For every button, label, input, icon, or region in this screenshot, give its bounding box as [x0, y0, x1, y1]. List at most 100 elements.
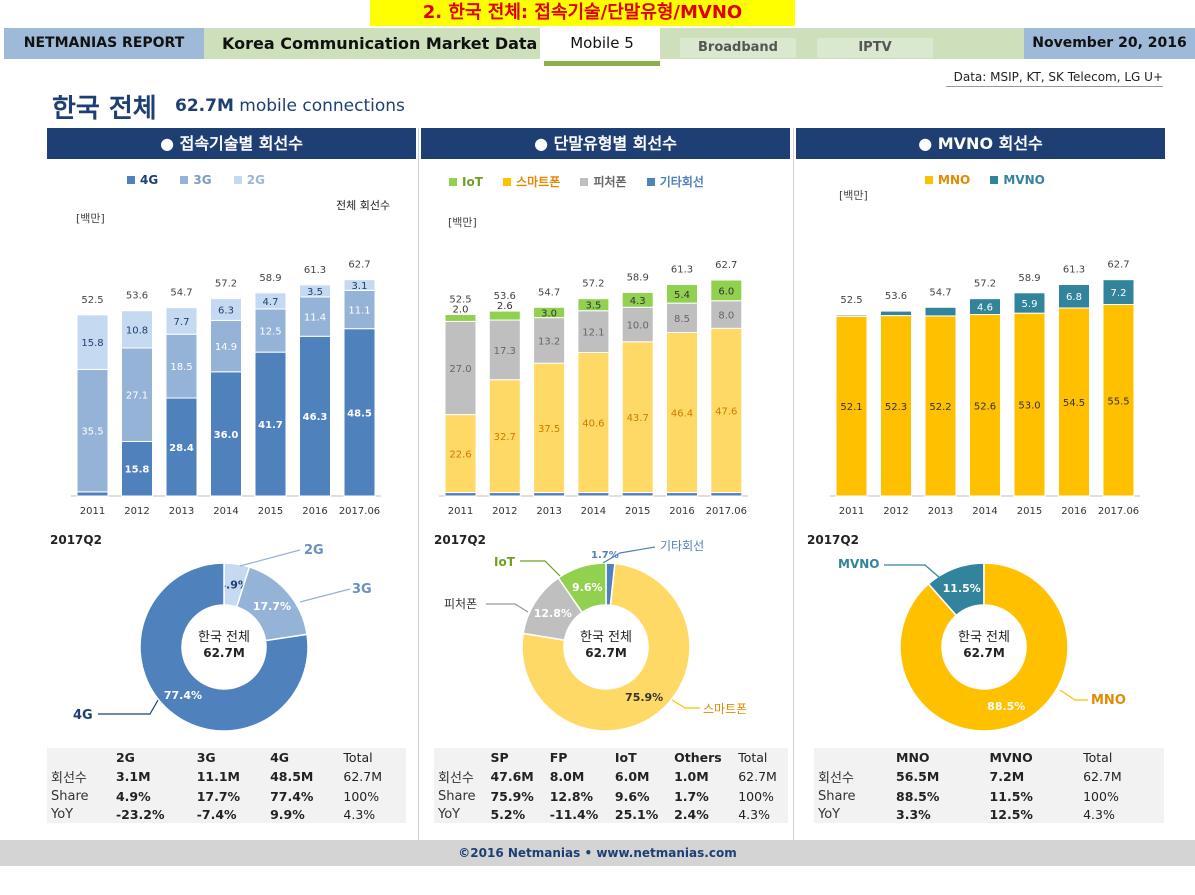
callout-mvno: MVNO [838, 557, 879, 571]
slice-label: 4.9% [218, 579, 249, 592]
data-label: 47.6 [715, 406, 737, 417]
x-tick-label: 2014 [972, 506, 997, 517]
table-row: 회선수 47.6M 8.0M 6.0M 1.0M 62.7M [438, 769, 777, 786]
data-label: 10.8 [126, 325, 148, 336]
tab-broadband[interactable]: Broadband [680, 38, 796, 58]
bar-segment-iot [533, 306, 566, 319]
bar-segment-2g [165, 307, 198, 335]
summary-table-device: SP FP IoT Others Total 회선수 47.6M 8.0M 6.0M 1.0M 6… [434, 748, 788, 823]
callout-4g: 4G [73, 708, 93, 723]
data-label: 4.6 [977, 303, 993, 314]
legend-item-4g: 4G [127, 173, 158, 187]
legend-item-2g: 2G [233, 173, 265, 187]
total-label: 61.3 [304, 265, 326, 276]
data-label: 2.0 [453, 305, 469, 316]
data-label: 35.5 [81, 427, 103, 438]
table-row: 회선수 56.5M 7.2M 62.7M [818, 769, 1122, 786]
data-label: 3.5 [307, 287, 323, 298]
data-label: 3.1 [352, 281, 368, 292]
q2-label: 2017Q2 [807, 533, 859, 547]
x-tick-label: 2014 [581, 506, 606, 517]
bar-segment-기타회선 [710, 492, 743, 497]
bar-segment-4g [121, 440, 153, 497]
summary-table-tech: 2G 3G 4G Total 회선수 3.1M 11.1M 48.5M 62.7M Share… [47, 748, 406, 823]
bar-segment-피처폰 [621, 306, 654, 343]
bar-segment-스마트폰 [533, 362, 566, 494]
bar-segment-스마트폰 [577, 351, 610, 494]
q2-label: 2017Q2 [434, 533, 486, 547]
total-label: 53.6 [126, 291, 148, 302]
bar-segment-iot [710, 279, 743, 302]
callout-2g: 2G [304, 543, 324, 558]
bar-segment-4g [343, 328, 376, 497]
donut-center-label: 한국 전체 [580, 630, 632, 645]
bar-segment-iot [621, 291, 654, 308]
bar-segment-3g [76, 368, 109, 493]
data-label: 7.7 [174, 317, 190, 328]
bar-segment-기타회선 [533, 492, 566, 497]
unit-label: [백만] [76, 212, 105, 225]
total-label: 52.5 [81, 295, 103, 306]
x-tick-label: 2012 [883, 506, 908, 517]
data-label: 52.1 [840, 402, 862, 413]
x-tick-label: 2015 [1017, 506, 1042, 517]
tab-mobile-5[interactable]: Mobile 5 [544, 26, 660, 66]
bar-segment-3g [165, 333, 198, 399]
panel-title-device: ● 단말유형별 회선수 [421, 128, 790, 159]
total-label: 58.9 [1018, 273, 1040, 284]
data-label: 53.0 [1018, 401, 1040, 412]
bar-segment-mno [969, 314, 1001, 497]
panel-divider [418, 128, 419, 840]
bar-segment-mvno [969, 298, 1001, 316]
bar-segment-iot [577, 298, 610, 312]
data-label: 14.9 [215, 342, 237, 353]
bar-segment-2g [121, 310, 153, 349]
total-label: 61.3 [1063, 265, 1085, 276]
callout-smartphone: 스마트폰 [703, 702, 747, 716]
data-label: 2.6 [497, 301, 513, 312]
bar-segment-mno [924, 315, 957, 497]
legend-item-mno: MNO [925, 173, 970, 187]
data-label: 41.7 [258, 420, 283, 431]
data-label: 52.2 [929, 402, 951, 413]
data-label: 3.5 [585, 301, 601, 312]
x-tick-label: 2013 [169, 506, 194, 517]
bar-segment-mno [1058, 307, 1090, 497]
table-row: Share 75.9% 12.8% 9.6% 1.7% 100% [438, 788, 774, 804]
data-label: 5.4 [674, 290, 690, 301]
donut-slice-iot [557, 562, 607, 614]
x-tick-label: 2012 [492, 506, 517, 517]
bar-segment-iot [444, 314, 477, 322]
section-title: 2. 한국 전체: 접속기술/단말유형/MVNO [370, 0, 795, 26]
panel-title-mvno: ● MVNO 회선수 [796, 128, 1165, 159]
bar-segment-기타회선 [444, 492, 477, 497]
report-label: NETMANIAS REPORT [4, 28, 204, 59]
data-label: 17.3 [494, 346, 516, 357]
data-label: 6.3 [218, 306, 234, 317]
legend-item-featurephone: 피처폰 [580, 175, 627, 189]
q2-label: 2017Q2 [50, 533, 102, 547]
slice-label: 12.8% [534, 607, 572, 620]
x-tick-label: 2015 [625, 506, 650, 517]
slice-label: 11.5% [943, 582, 981, 595]
bar-segment-4g [210, 371, 242, 497]
tab-iptv[interactable]: IPTV [817, 38, 933, 58]
slice-label: 77.4% [164, 689, 202, 702]
x-tick-label: 2013 [536, 506, 561, 517]
donut-slice-스마트폰 [521, 562, 691, 732]
callout-mno: MNO [1091, 693, 1126, 708]
data-label: 8.5 [674, 314, 690, 325]
data-label: 32.7 [494, 432, 516, 443]
unit-label: [백만] [839, 189, 868, 202]
data-label: 15.8 [81, 338, 103, 349]
data-label: 10.0 [627, 321, 649, 332]
bar-segment-스마트폰 [488, 379, 521, 494]
slice-label: 9.6% [572, 581, 603, 594]
data-label: 27.1 [126, 391, 148, 402]
bar-chart-device: 1.022.627.02.052.520111.032.717.32.653.6… [439, 260, 748, 517]
data-source: Data: MSIP, KT, SK Telecom, LG U+ [945, 70, 1163, 87]
callout-iot: IoT [494, 555, 516, 569]
x-tick-label: 2012 [124, 506, 149, 517]
legend-item-3g: 3G [180, 173, 212, 187]
slice-label: 17.7% [253, 600, 291, 613]
